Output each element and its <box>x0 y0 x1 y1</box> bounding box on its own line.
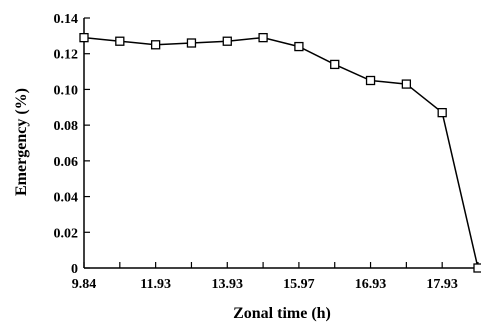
y-tick-label: 0.04 <box>54 191 79 206</box>
data-point-marker <box>79 32 89 43</box>
y-axis-title: Emergency (%) <box>13 88 30 196</box>
y-tick-label: 0.08 <box>54 119 79 134</box>
x-tick-label: 16.93 <box>355 277 387 292</box>
series-line <box>83 36 479 269</box>
x-tick-label: 9.84 <box>72 277 97 292</box>
x-tick-label: 13.93 <box>212 277 244 292</box>
y-tick-label: 0.10 <box>54 83 79 98</box>
data-point-marker <box>186 38 197 48</box>
data-point-marker <box>222 36 232 46</box>
x-tick-label: 17.93 <box>426 277 458 292</box>
ticks: 0 0.02 0.04 0.06 0.08 0.10 0.12 0.14 9.84 11.93 13… <box>54 12 479 292</box>
y-tick-label: 0.12 <box>54 48 79 63</box>
data-point-marker <box>473 263 481 273</box>
data-point-marker <box>401 79 412 89</box>
y-tick-label: 0 <box>71 262 78 277</box>
series-layer <box>79 32 481 273</box>
data-point-marker <box>258 32 268 43</box>
x-tick-label: 11.93 <box>140 277 171 292</box>
y-tick-label: 0.02 <box>54 226 79 241</box>
data-point-marker <box>330 59 340 70</box>
data-point-marker <box>294 41 304 52</box>
x-tick-label: 15.97 <box>283 277 315 292</box>
x-axis-title: Zonal time (h) <box>233 305 331 322</box>
data-point-marker <box>115 36 125 46</box>
data-point-marker <box>365 75 376 86</box>
y-tick-label: 0.14 <box>54 12 79 27</box>
y-tick-label: 0.06 <box>54 155 79 170</box>
data-point-marker <box>150 40 161 50</box>
data-point-marker <box>437 107 447 118</box>
axes <box>83 18 478 269</box>
